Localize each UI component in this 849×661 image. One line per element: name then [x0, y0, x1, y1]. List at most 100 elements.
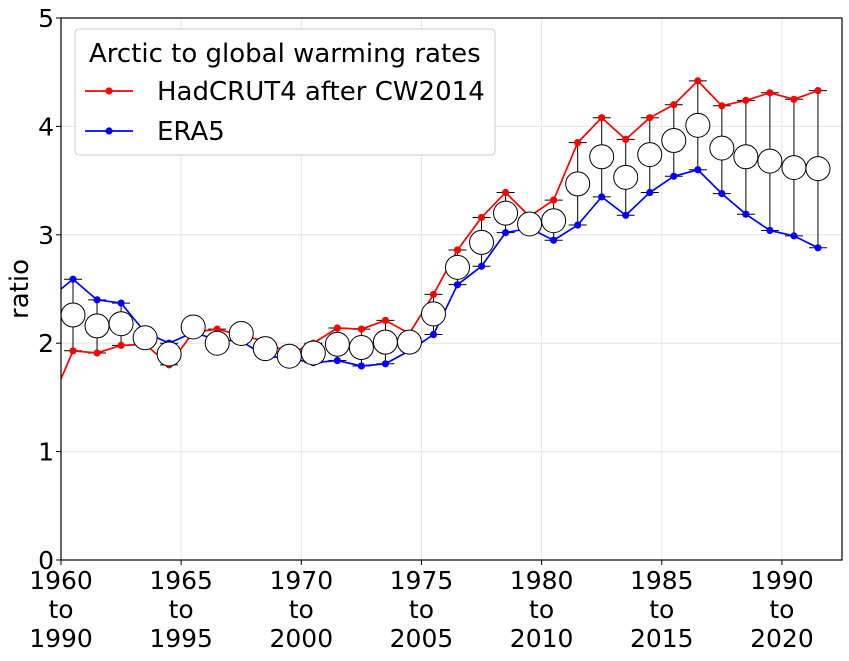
data-point — [501, 229, 510, 237]
x-tick-label: 1980 — [510, 566, 574, 595]
mean-marker — [757, 148, 783, 174]
mean-marker — [300, 340, 326, 366]
x-tick-label: 1970 — [269, 566, 333, 595]
y-tick-label: 1 — [38, 438, 54, 467]
data-point — [381, 316, 390, 325]
data-point — [93, 349, 101, 357]
mean-marker — [60, 302, 86, 328]
mean-marker — [517, 211, 543, 237]
mean-marker — [204, 330, 230, 356]
x-tick-label: to — [48, 595, 73, 624]
x-tick-label: 2005 — [390, 624, 454, 653]
mean-marker — [709, 135, 735, 161]
x-tick-label: 1990 — [750, 566, 814, 595]
mean-marker — [469, 229, 495, 255]
data-point — [646, 114, 654, 122]
legend: Arctic to global warming rates HadCRUT4 … — [74, 28, 496, 156]
x-tick-label: to — [649, 595, 674, 624]
mean-marker — [613, 164, 639, 190]
data-point — [117, 299, 125, 307]
mean-marker — [156, 341, 182, 367]
data-point — [453, 246, 462, 254]
mean-marker — [108, 311, 134, 337]
data-point — [117, 341, 125, 349]
mean-marker — [541, 208, 567, 234]
mean-marker — [661, 127, 687, 153]
mean-marker — [420, 301, 446, 327]
y-axis-label: ratio — [5, 259, 35, 319]
data-point — [598, 193, 606, 201]
mean-marker — [733, 144, 759, 170]
data-point — [453, 281, 462, 289]
data-point — [429, 330, 438, 339]
data-point — [574, 221, 582, 229]
legend-label: HadCRUT4 after CW2014 — [157, 77, 485, 107]
data-point — [790, 95, 798, 103]
data-point — [670, 101, 678, 109]
mean-marker — [276, 343, 302, 369]
data-point — [622, 135, 630, 144]
mean-marker — [228, 320, 254, 346]
mean-marker — [493, 200, 519, 226]
data-point — [814, 244, 822, 252]
data-point — [501, 188, 510, 197]
series-line-2 — [60, 168, 819, 367]
mean-markers — [60, 112, 831, 369]
data-point — [598, 114, 606, 122]
y-tick-label: 3 — [38, 221, 54, 250]
legend-label: ERA5 — [157, 117, 225, 147]
x-tick-label: 1985 — [630, 566, 694, 595]
data-point — [718, 190, 726, 198]
data-point — [429, 290, 438, 299]
mean-marker — [252, 336, 278, 362]
data-point — [477, 262, 486, 270]
data-point — [694, 166, 702, 174]
mean-marker — [685, 112, 711, 138]
data-point — [766, 89, 774, 97]
x-tick-label: 1990 — [29, 624, 93, 653]
x-tick-label: 2000 — [269, 624, 333, 653]
plot-frame — [60, 17, 843, 561]
x-axis-ticks: 1960to19901965to19951970to20001975to2005… — [29, 560, 814, 653]
data-point — [718, 102, 726, 110]
data-point — [694, 77, 702, 85]
x-tick-label: to — [769, 595, 794, 624]
legend-items: HadCRUT4 after CW2014 ERA5 — [85, 77, 485, 147]
x-tick-label: to — [289, 595, 314, 624]
y-axis-ticks: 0 1 2 3 4 5 — [38, 4, 61, 575]
mean-marker — [348, 335, 374, 361]
mean-marker — [84, 313, 110, 339]
data-point — [333, 324, 341, 332]
data-point — [790, 232, 798, 240]
x-tick-label: to — [169, 595, 194, 624]
mean-marker — [372, 329, 398, 355]
data-point — [93, 296, 101, 304]
data-point — [646, 188, 654, 197]
data-point — [766, 226, 774, 235]
legend-marker — [105, 87, 113, 95]
mean-marker — [324, 331, 350, 357]
mean-marker — [589, 144, 615, 170]
data-point — [357, 362, 365, 370]
x-tick-label: 1995 — [149, 624, 213, 653]
y-tick-label: 2 — [38, 329, 54, 358]
y-tick-label: 0 — [38, 546, 54, 575]
x-tick-label: 1960 — [29, 566, 93, 595]
legend-title: Arctic to global warming rates — [89, 39, 481, 69]
data-point — [381, 360, 390, 368]
mean-marker — [637, 142, 663, 168]
data-point — [622, 211, 630, 219]
x-tick-label: 2015 — [630, 624, 694, 653]
x-tick-label: 1965 — [149, 566, 213, 595]
mean-marker — [445, 254, 471, 280]
x-tick-label: to — [409, 595, 434, 624]
data-point — [333, 356, 341, 365]
y-tick-label: 4 — [38, 112, 54, 141]
legend-marker — [105, 127, 113, 135]
mean-marker — [781, 155, 807, 181]
mean-marker — [132, 325, 158, 351]
data-point — [742, 96, 750, 104]
data-point — [357, 325, 365, 333]
y-tick-label: 5 — [38, 4, 54, 33]
